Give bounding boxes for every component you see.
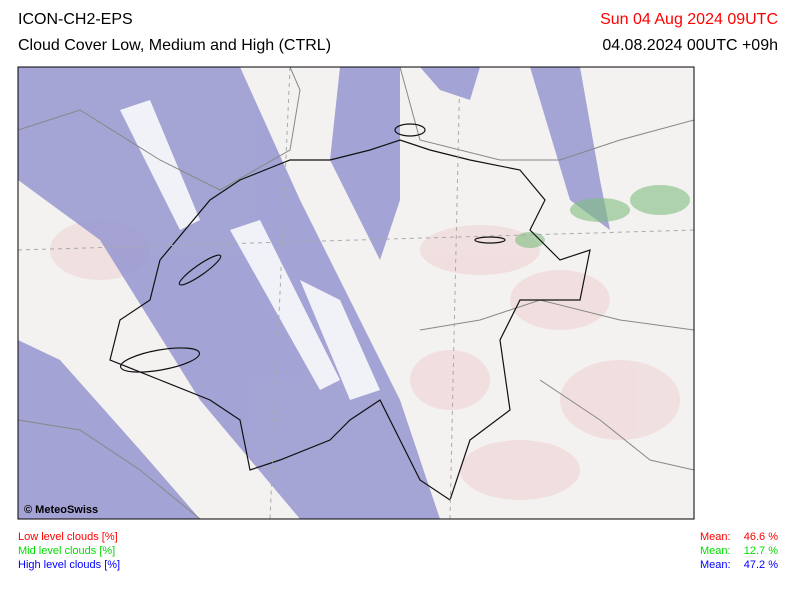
product-title: Cloud Cover Low, Medium and High (CTRL)	[18, 37, 331, 54]
map: © MeteoSwiss	[17, 66, 695, 520]
swiss-border	[109, 123, 591, 501]
mean-value: 47.2 %	[744, 559, 778, 571]
valid-time: Sun 04 Aug 2024 09UTC	[600, 11, 778, 28]
legend: Low level clouds [%] Mean: 46.6 % Mid level…	[18, 531, 778, 571]
mean-value: 46.6 %	[744, 531, 778, 543]
graticule	[18, 67, 694, 519]
mid-cloud-patches	[515, 185, 690, 248]
legend-label: High level clouds [%]	[18, 559, 120, 571]
high-cloud-bands	[18, 67, 610, 519]
mean-label: Mean:	[700, 559, 731, 571]
map-frame	[17, 66, 695, 520]
credit: © MeteoSwiss	[24, 504, 98, 516]
mean-label: Mean:	[700, 545, 731, 557]
mean-label: Mean:	[700, 531, 731, 543]
legend-label: Low level clouds [%]	[18, 531, 118, 543]
legend-label: Mid level clouds [%]	[18, 545, 115, 557]
clear-streaks	[120, 100, 380, 400]
run-time: 04.08.2024 00UTC +09h	[602, 37, 778, 54]
mean-value: 12.7 %	[744, 545, 778, 557]
model-name: ICON-CH2-EPS	[18, 11, 133, 28]
